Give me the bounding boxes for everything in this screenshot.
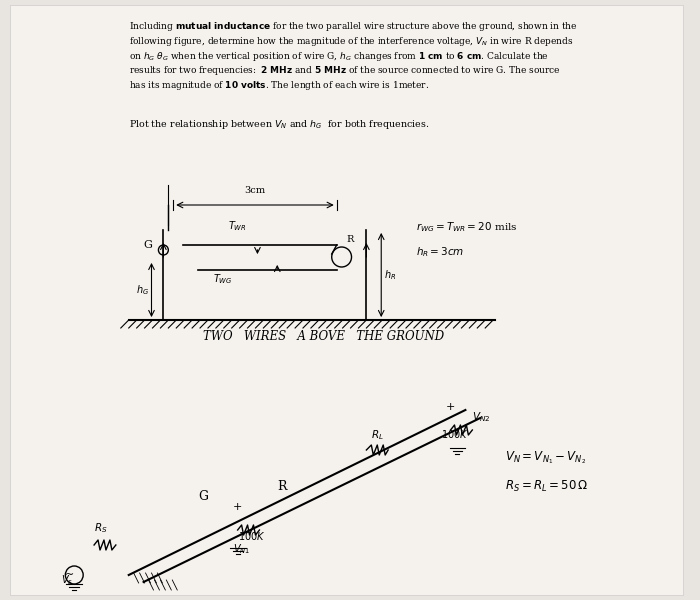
Text: +: +	[232, 502, 242, 512]
Text: G: G	[144, 240, 153, 250]
Text: $100K$: $100K$	[440, 428, 468, 440]
Text: $R_S$: $R_S$	[94, 521, 108, 535]
Text: $r_{WG} = T_{WR} = 20$ mils: $r_{WG} = T_{WR} = 20$ mils	[416, 220, 517, 234]
Text: $h_R = 3cm$: $h_R = 3cm$	[416, 245, 464, 259]
Text: Including $\bf{mutual\ inductance}$ for the two parallel wire structure above th: Including $\bf{mutual\ inductance}$ for …	[129, 20, 578, 92]
Text: R: R	[277, 480, 287, 493]
Text: $T_{WG}$: $T_{WG}$	[213, 272, 232, 286]
Text: $V_s$: $V_s$	[62, 573, 74, 587]
Text: $V_{N2}$: $V_{N2}$	[473, 410, 491, 424]
Text: $R_L$: $R_L$	[371, 428, 384, 442]
Text: $V_N = V_{N_1} - V_{N_2}$: $V_N = V_{N_1} - V_{N_2}$	[505, 449, 586, 466]
Text: G: G	[198, 490, 208, 503]
Text: 3cm: 3cm	[244, 186, 265, 195]
Text: $R_S = R_L = 50\,\Omega$: $R_S = R_L = 50\,\Omega$	[505, 479, 588, 494]
Text: TWO   WIRES   A BOVE   THE GROUND: TWO WIRES A BOVE THE GROUND	[203, 330, 444, 343]
FancyBboxPatch shape	[10, 5, 683, 595]
Text: Plot the relationship between $V_N$ and $h_G$  for both frequencies.: Plot the relationship between $V_N$ and …	[129, 118, 429, 131]
Text: ~: ~	[64, 570, 74, 580]
Text: $V_{N1}$: $V_{N1}$	[232, 542, 250, 556]
Text: R: R	[346, 235, 354, 244]
Text: $100K$: $100K$	[237, 530, 265, 542]
Text: $h_G$: $h_G$	[136, 283, 148, 297]
Text: +: +	[446, 402, 455, 412]
Text: $h_R$: $h_R$	[384, 268, 396, 282]
Text: $T_{WR}$: $T_{WR}$	[228, 219, 246, 233]
